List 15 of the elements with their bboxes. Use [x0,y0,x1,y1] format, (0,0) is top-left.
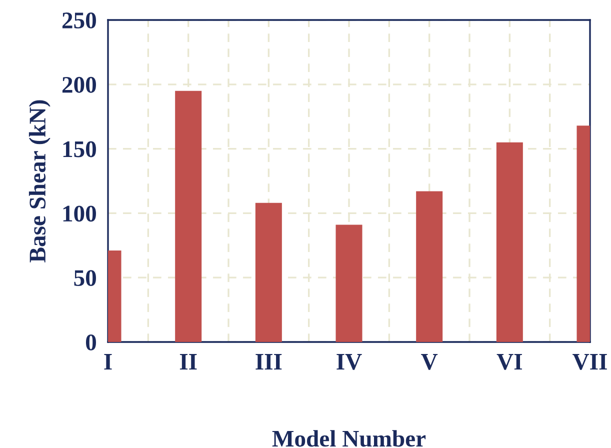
y-tick-label: 250 [62,12,96,28]
x-tick-label: VI [496,354,522,370]
y-tick-label: 50 [74,270,96,286]
x-axis-title: Model Number [272,430,426,447]
y-tick-label: 100 [63,206,96,222]
x-tick-label: III [256,354,282,370]
x-tick-label: I [104,354,112,370]
x-tick-label: VII [572,354,607,370]
x-tick-label: V [421,354,438,370]
y-tick-label: 200 [62,76,96,93]
y-tick-label: 0 [86,334,96,350]
y-axis-title: Base Shear (kN) [28,100,50,262]
x-tick-label: IV [336,354,362,370]
x-tick-label: II [180,354,197,370]
y-tick-label: 150 [63,141,96,158]
